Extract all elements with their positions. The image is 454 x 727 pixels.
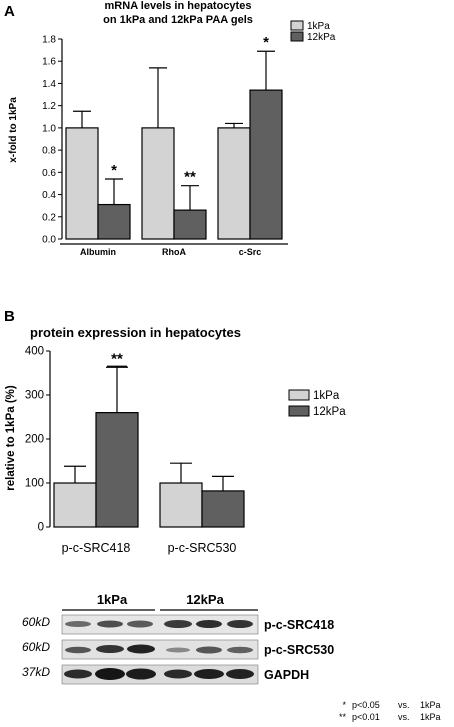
blot-band — [164, 669, 192, 679]
legend-swatch-1kpa — [288, 389, 310, 401]
bar-1kpa-rhoa — [141, 127, 175, 240]
blot-band — [166, 647, 190, 653]
chart-a-title-line-2: on 1kPa and 12kPa PAA gels — [103, 14, 253, 26]
blot-protein-row-2: p-c-SRC530 — [264, 643, 334, 657]
y-tick-label: 1.0 — [42, 123, 56, 134]
bar-1kpa-p-c-src530 — [159, 482, 203, 528]
y-tick-label: 1.4 — [42, 79, 56, 90]
panel-b-letter: B — [4, 308, 15, 325]
legend-label-1kpa: 1kPa — [307, 21, 330, 32]
y-tick-label: 0.8 — [42, 146, 56, 157]
bar-1kpa-p-c-src418 — [53, 482, 97, 528]
bar-1kpa-c-src — [217, 127, 251, 240]
panel-a-letter: A — [4, 3, 15, 20]
y-tick-label: 400 — [25, 346, 44, 358]
blot-band — [126, 668, 156, 680]
bar-12kpa-p-c-src530 — [201, 490, 245, 528]
y-tick-label: 0 — [38, 522, 44, 534]
y-tick-label: 1.2 — [42, 101, 56, 112]
legend-label-1kpa: 1kPa — [313, 390, 340, 402]
footnote-2-ref: 1kPa — [420, 712, 441, 722]
footnote-1-mark: * — [342, 700, 346, 710]
blot-band — [226, 669, 254, 679]
significance-marker: * — [111, 162, 117, 179]
bar-12kpa-p-c-src418 — [95, 412, 139, 528]
y-tick-label: 100 — [25, 478, 44, 490]
category-label-p-c-src418: p-c-SRC418 — [62, 541, 131, 555]
y-tick-label: 0.0 — [42, 235, 56, 246]
y-tick-label: 0.6 — [42, 168, 56, 179]
chart-b-ylabel: relative to 1kPa (%) — [5, 385, 17, 491]
footnote-2-text: p<0.01 — [352, 712, 380, 722]
blot-band — [64, 669, 92, 679]
blot-strip-row-1 — [61, 614, 259, 635]
blot-band — [196, 620, 222, 628]
legend-swatch-12kpa — [290, 31, 304, 42]
category-label-p-c-src530: p-c-SRC530 — [168, 541, 237, 555]
y-tick-label: 200 — [25, 434, 44, 446]
blot-kd-row-2: 60kD — [22, 640, 50, 654]
blot-protein-row-3: GAPDH — [264, 668, 309, 682]
footnote-2-vs: vs. — [398, 712, 410, 722]
chart-a-ylabel: x-fold to 1kPa — [8, 97, 19, 163]
bar-12kpa-albumin — [97, 203, 131, 240]
blot-band — [97, 620, 123, 628]
footnote-1-vs: vs. — [398, 700, 410, 710]
blot-band — [127, 644, 155, 654]
significance-marker: ** — [184, 169, 196, 186]
legend-swatch-1kpa — [290, 20, 304, 31]
footnote-1-ref: 1kPa — [420, 700, 441, 710]
blot-band — [227, 646, 253, 654]
blot-protein-row-1: p-c-SRC418 — [264, 618, 334, 632]
bar-12kpa-rhoa — [173, 209, 207, 240]
significance-marker: * — [263, 34, 269, 51]
category-label-albumin: Albumin — [80, 247, 116, 257]
western-blot: 1kPa 12kPa 60kD 60kD 37kD p-c-SRC418 p-c — [22, 592, 334, 685]
blot-kd-row-3: 37kD — [22, 665, 50, 679]
y-tick-label: 1.6 — [42, 57, 56, 68]
blot-kd-row-1: 60kD — [22, 615, 50, 629]
legend-swatch-12kpa — [288, 405, 310, 417]
y-tick-label: 0.4 — [42, 190, 56, 201]
blot-band — [127, 620, 153, 628]
footnotes: * p<0.05 vs. 1kPa ** p<0.01 vs. 1kPa — [339, 700, 441, 722]
blot-band — [96, 645, 124, 653]
chart-a-title-line-1: mRNA levels in hepatocytes — [105, 0, 252, 12]
blot-band — [95, 668, 125, 680]
category-label-rhoa: RhoA — [162, 247, 186, 257]
footnote-2-mark: ** — [339, 712, 347, 722]
blot-band — [196, 646, 222, 654]
y-tick-label: 0.2 — [42, 212, 56, 223]
blot-band — [65, 646, 91, 654]
blot-band — [164, 620, 192, 628]
blot-strip-row-2 — [61, 639, 259, 660]
bar-1kpa-albumin — [65, 127, 99, 240]
blot-band — [194, 669, 224, 679]
legend-label-12kpa: 12kPa — [307, 32, 336, 43]
significance-marker: ** — [111, 350, 123, 367]
legend-label-12kpa: 12kPa — [313, 406, 346, 418]
chart-b: 0 100 200 300 400 ** p-c-SRC418 p-c-SRC530 1kPa 1… — [25, 346, 346, 556]
footnote-1-text: p<0.05 — [352, 700, 380, 710]
blot-condition-12kpa: 12kPa — [186, 592, 224, 607]
bar-12kpa-c-src — [249, 89, 283, 240]
y-tick-label: 300 — [25, 390, 44, 402]
blot-condition-1kpa: 1kPa — [97, 592, 128, 607]
y-tick-label: 1.8 — [42, 35, 56, 46]
chart-a: 0.00.20.40.60.81.01.21.41.61.8*Albumin**… — [42, 20, 336, 257]
chart-b-title: protein expression in hepatocytes — [30, 325, 241, 340]
blot-band — [65, 621, 91, 627]
blot-band — [227, 620, 253, 628]
category-label-c-src: c-Src — [239, 247, 262, 257]
